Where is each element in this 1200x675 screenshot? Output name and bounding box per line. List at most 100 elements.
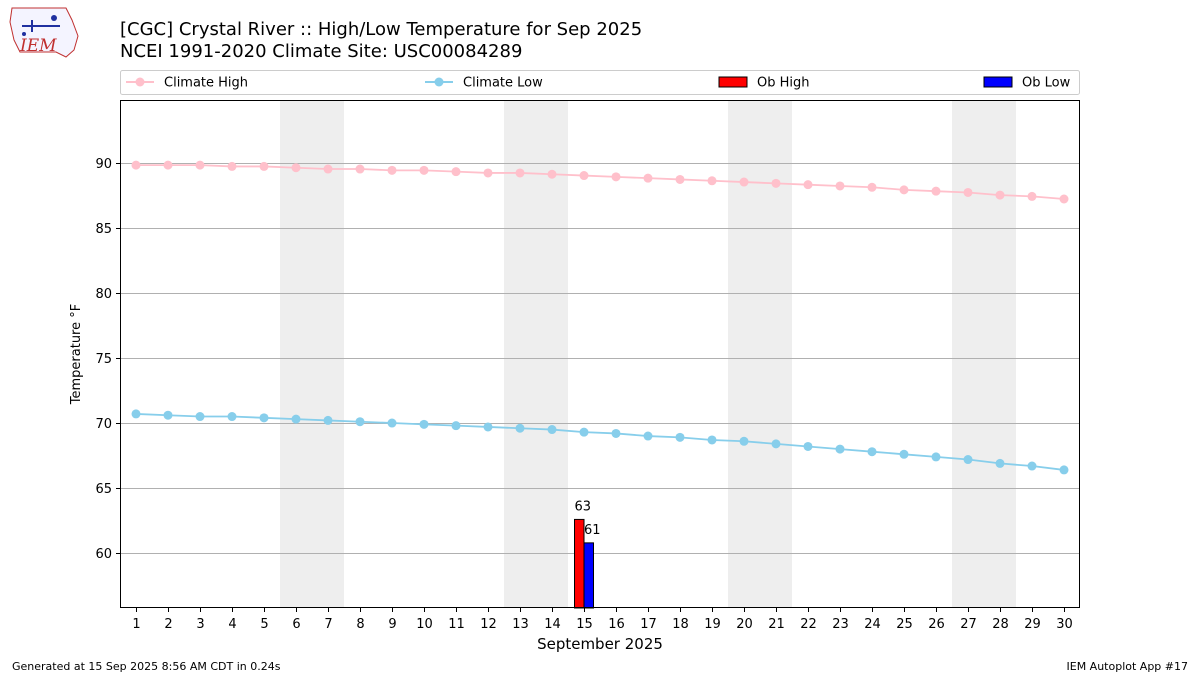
x-tick-label-22: 22 bbox=[800, 617, 817, 632]
legend-frame bbox=[120, 70, 1080, 95]
x-tick-label-24: 24 bbox=[864, 617, 881, 632]
weekend-band-2 bbox=[504, 100, 568, 608]
climate-low-point-1 bbox=[131, 409, 141, 419]
climate-low-point-3 bbox=[195, 412, 205, 422]
climate-high-point-23 bbox=[835, 181, 845, 191]
y-tick-label-90: 90 bbox=[95, 157, 112, 172]
climate-high-point-10 bbox=[419, 165, 429, 175]
x-tick-label-23: 23 bbox=[832, 617, 849, 632]
climate-low-point-6 bbox=[291, 414, 301, 424]
climate-low-point-2 bbox=[163, 410, 173, 420]
y-tick-label-65: 65 bbox=[95, 482, 112, 497]
x-tick-label-5: 5 bbox=[260, 617, 268, 632]
climate-low-point-20 bbox=[739, 436, 749, 446]
legend-item-climate-high-marker-swatch bbox=[135, 77, 145, 87]
climate-low-point-30 bbox=[1059, 465, 1069, 475]
y-tick-label-80: 80 bbox=[95, 287, 112, 302]
climate-low-point-17 bbox=[643, 431, 653, 441]
x-tick-label-1: 1 bbox=[132, 617, 140, 632]
climate-low-point-25 bbox=[899, 449, 909, 459]
x-tick-label-9: 9 bbox=[388, 617, 396, 632]
plot-frame bbox=[120, 100, 1080, 608]
y-tick-label-85: 85 bbox=[95, 222, 112, 237]
climate-low-point-22 bbox=[803, 441, 813, 451]
gridlines bbox=[120, 163, 1080, 554]
ob-high-bar-label-15: 63 bbox=[575, 499, 592, 514]
climate-low-point-23 bbox=[835, 444, 845, 454]
climate-low-point-10 bbox=[419, 419, 429, 429]
x-tick-label-27: 27 bbox=[960, 617, 977, 632]
footer-app: IEM Autoplot App #17 bbox=[1067, 660, 1189, 673]
ob-high-bar-15 bbox=[574, 518, 585, 609]
x-tick-label-25: 25 bbox=[896, 617, 913, 632]
climate-low-point-29 bbox=[1027, 461, 1037, 471]
x-tick-label-14: 14 bbox=[544, 617, 561, 632]
x-tick-label-21: 21 bbox=[768, 617, 785, 632]
chart-subtitle: NCEI 1991-2020 Climate Site: USC00084289 bbox=[120, 41, 522, 62]
x-tick-label-16: 16 bbox=[608, 617, 625, 632]
y-tick-label-60: 60 bbox=[95, 547, 112, 562]
climate-high-point-15 bbox=[579, 171, 589, 181]
climate-high-point-20 bbox=[739, 177, 749, 187]
climate-high-point-6 bbox=[291, 163, 301, 173]
climate-high-point-9 bbox=[387, 165, 397, 175]
climate-high-point-5 bbox=[259, 161, 269, 171]
climate-high-point-19 bbox=[707, 176, 717, 186]
climate-high-point-27 bbox=[963, 187, 973, 197]
climate-high-point-12 bbox=[483, 168, 493, 178]
weekend-band-1 bbox=[280, 100, 344, 608]
climate-high-point-13 bbox=[515, 168, 525, 178]
x-tick-label-20: 20 bbox=[736, 617, 753, 632]
climate-low-point-18 bbox=[675, 432, 685, 442]
x-tick-label-18: 18 bbox=[672, 617, 689, 632]
x-tick-label-10: 10 bbox=[416, 617, 433, 632]
climate-high-point-14 bbox=[547, 169, 557, 179]
legend-item-ob-high-label: Ob High bbox=[757, 76, 810, 91]
x-tick-label-4: 4 bbox=[228, 617, 236, 632]
x-tick-label-3: 3 bbox=[196, 617, 204, 632]
climate-low-point-27 bbox=[963, 455, 973, 465]
climate-low-point-11 bbox=[451, 421, 461, 431]
climate-low-point-7 bbox=[323, 415, 333, 425]
climate-high-point-22 bbox=[803, 180, 813, 190]
x-tick-label-30: 30 bbox=[1056, 617, 1073, 632]
ob-low-bar-15 bbox=[583, 542, 594, 609]
weekend-band-4 bbox=[952, 100, 1016, 608]
climate-high-point-16 bbox=[611, 172, 621, 182]
climate-high-point-30 bbox=[1059, 194, 1069, 204]
legend-item-climate-low-marker-swatch bbox=[434, 77, 444, 87]
y-axis: 60 65 70 75 80 85 90 bbox=[95, 157, 120, 562]
footer-generated: Generated at 15 Sep 2025 8:56 AM CDT in … bbox=[12, 660, 281, 673]
climate-high-point-3 bbox=[195, 160, 205, 170]
climate-high-point-11 bbox=[451, 167, 461, 177]
y-tick-label-75: 75 bbox=[95, 352, 112, 367]
climate-low-point-26 bbox=[931, 452, 941, 462]
chart-title: [CGC] Crystal River :: High/Low Temperat… bbox=[120, 19, 642, 40]
climate-low-point-8 bbox=[355, 417, 365, 427]
logo-text: IEM bbox=[19, 36, 57, 56]
legend-item-climate-high-label: Climate High bbox=[164, 76, 248, 91]
climate-low-point-13 bbox=[515, 423, 525, 433]
climate-low-point-12 bbox=[483, 422, 493, 432]
legend-item-climate-high: Climate High bbox=[126, 76, 248, 91]
climate-low-series bbox=[131, 409, 1069, 475]
climate-high-point-4 bbox=[227, 161, 237, 171]
climate-low-point-16 bbox=[611, 428, 621, 438]
x-axis-label: September 2025 bbox=[537, 635, 663, 653]
climate-high-series bbox=[131, 160, 1069, 204]
legend-item-ob-low-bar-swatch bbox=[983, 76, 1013, 88]
legend: Climate High Climate Low Ob High Ob Low bbox=[120, 70, 1080, 95]
x-tick-label-15: 15 bbox=[576, 617, 593, 632]
climate-low-point-4 bbox=[227, 412, 237, 422]
legend-item-ob-high-bar-swatch bbox=[718, 76, 748, 88]
climate-high-point-17 bbox=[643, 173, 653, 183]
x-tick-label-19: 19 bbox=[704, 617, 721, 632]
climate-low-point-28 bbox=[995, 458, 1005, 468]
climate-high-point-21 bbox=[771, 178, 781, 188]
climate-high-point-2 bbox=[163, 160, 173, 170]
climate-high-point-25 bbox=[899, 185, 909, 195]
x-tick-label-2: 2 bbox=[164, 617, 172, 632]
climate-low-point-9 bbox=[387, 418, 397, 428]
ob-low-bar-label-15: 61 bbox=[584, 523, 601, 538]
